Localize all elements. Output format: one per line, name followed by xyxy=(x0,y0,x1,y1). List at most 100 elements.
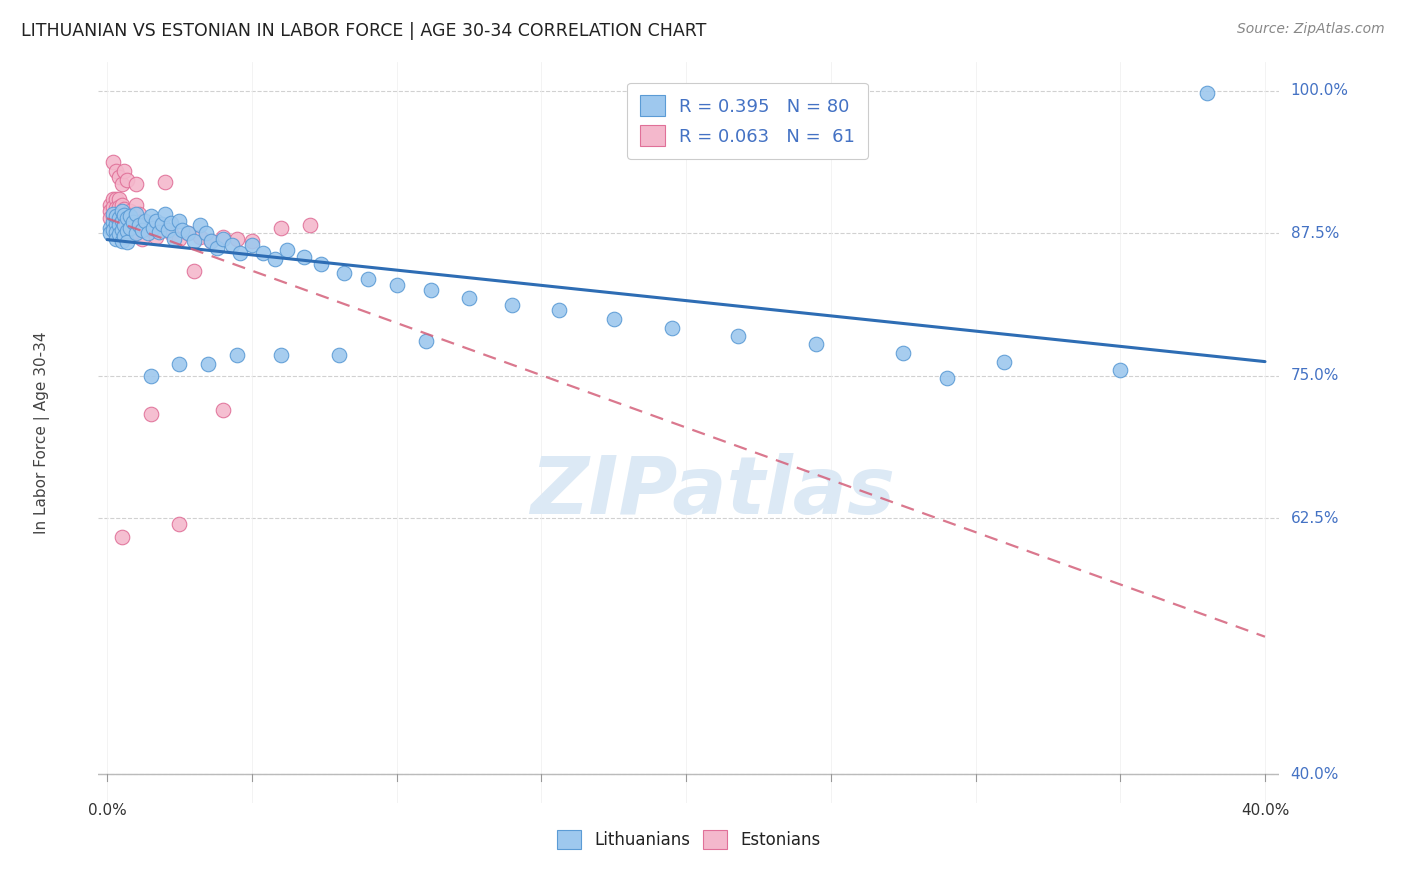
Point xyxy=(270,220,292,235)
Point xyxy=(117,211,139,226)
Point xyxy=(117,173,139,187)
Point xyxy=(110,213,132,227)
Point xyxy=(212,402,235,417)
Point xyxy=(128,219,150,233)
Point xyxy=(114,211,136,226)
Point xyxy=(98,227,121,241)
Point xyxy=(229,245,252,260)
Point xyxy=(240,234,263,248)
Point xyxy=(101,192,124,206)
Point xyxy=(159,216,181,230)
Point xyxy=(110,530,132,544)
Point xyxy=(122,215,145,229)
Point xyxy=(212,232,235,246)
Point xyxy=(131,223,153,237)
Point xyxy=(177,227,200,241)
Point xyxy=(101,207,124,221)
Point xyxy=(104,219,127,233)
Point xyxy=(212,229,235,244)
Point xyxy=(98,220,121,235)
Point xyxy=(188,219,211,233)
Point xyxy=(142,220,165,235)
Point xyxy=(107,219,129,233)
Point xyxy=(110,198,132,212)
Point xyxy=(177,227,200,241)
Point xyxy=(134,220,156,235)
Point xyxy=(188,229,211,244)
Point xyxy=(169,357,191,371)
Point xyxy=(101,200,124,214)
Text: ZIPatlas: ZIPatlas xyxy=(530,453,896,531)
Point xyxy=(197,357,219,371)
Point xyxy=(891,346,914,360)
Point xyxy=(385,277,408,292)
Point xyxy=(114,220,136,235)
Point xyxy=(110,207,132,221)
Point xyxy=(252,245,274,260)
Point xyxy=(226,232,249,246)
Point xyxy=(125,178,148,192)
Point xyxy=(120,211,142,226)
Point xyxy=(101,223,124,237)
Point xyxy=(104,225,127,239)
Point xyxy=(221,237,243,252)
Point xyxy=(270,348,292,362)
Point xyxy=(110,203,132,218)
Point xyxy=(727,328,749,343)
Point xyxy=(276,244,298,258)
Point xyxy=(107,200,129,214)
Point xyxy=(139,408,162,422)
Text: 62.5%: 62.5% xyxy=(1291,510,1339,525)
Point xyxy=(163,232,186,246)
Text: 100.0%: 100.0% xyxy=(1291,84,1348,98)
Point xyxy=(104,209,127,223)
Point xyxy=(1197,86,1219,100)
Text: In Labor Force | Age 30-34: In Labor Force | Age 30-34 xyxy=(34,331,49,534)
Point xyxy=(120,209,142,223)
Point xyxy=(125,198,148,212)
Point xyxy=(226,348,249,362)
Point xyxy=(183,234,205,248)
Point xyxy=(153,175,176,189)
Point xyxy=(125,207,148,221)
Point xyxy=(139,223,162,237)
Text: 75.0%: 75.0% xyxy=(1291,368,1339,384)
Point xyxy=(104,217,127,231)
Point xyxy=(169,516,191,531)
Point xyxy=(1109,363,1132,377)
Point xyxy=(935,371,957,385)
Point xyxy=(194,227,217,241)
Point xyxy=(101,219,124,233)
Point xyxy=(200,234,222,248)
Point xyxy=(139,209,162,223)
Point xyxy=(150,217,173,231)
Point xyxy=(205,241,228,255)
Text: 0.0%: 0.0% xyxy=(87,803,127,818)
Text: 40.0%: 40.0% xyxy=(1241,803,1289,818)
Point xyxy=(120,203,142,218)
Point xyxy=(114,228,136,243)
Point xyxy=(117,235,139,250)
Point xyxy=(107,192,129,206)
Point xyxy=(101,154,124,169)
Point xyxy=(104,227,127,241)
Point xyxy=(107,170,129,185)
Point xyxy=(110,234,132,248)
Point xyxy=(104,201,127,215)
Point xyxy=(458,291,481,305)
Point xyxy=(661,321,683,335)
Point xyxy=(120,213,142,227)
Text: 87.5%: 87.5% xyxy=(1291,226,1339,241)
Point xyxy=(104,232,127,246)
Point xyxy=(169,213,191,227)
Point xyxy=(114,202,136,217)
Point xyxy=(806,336,828,351)
Point xyxy=(107,211,129,226)
Text: 40.0%: 40.0% xyxy=(1291,767,1339,781)
Point xyxy=(117,207,139,221)
Point xyxy=(136,227,159,241)
Point xyxy=(200,234,222,248)
Point xyxy=(156,223,179,237)
Point xyxy=(107,227,129,242)
Point xyxy=(311,257,333,271)
